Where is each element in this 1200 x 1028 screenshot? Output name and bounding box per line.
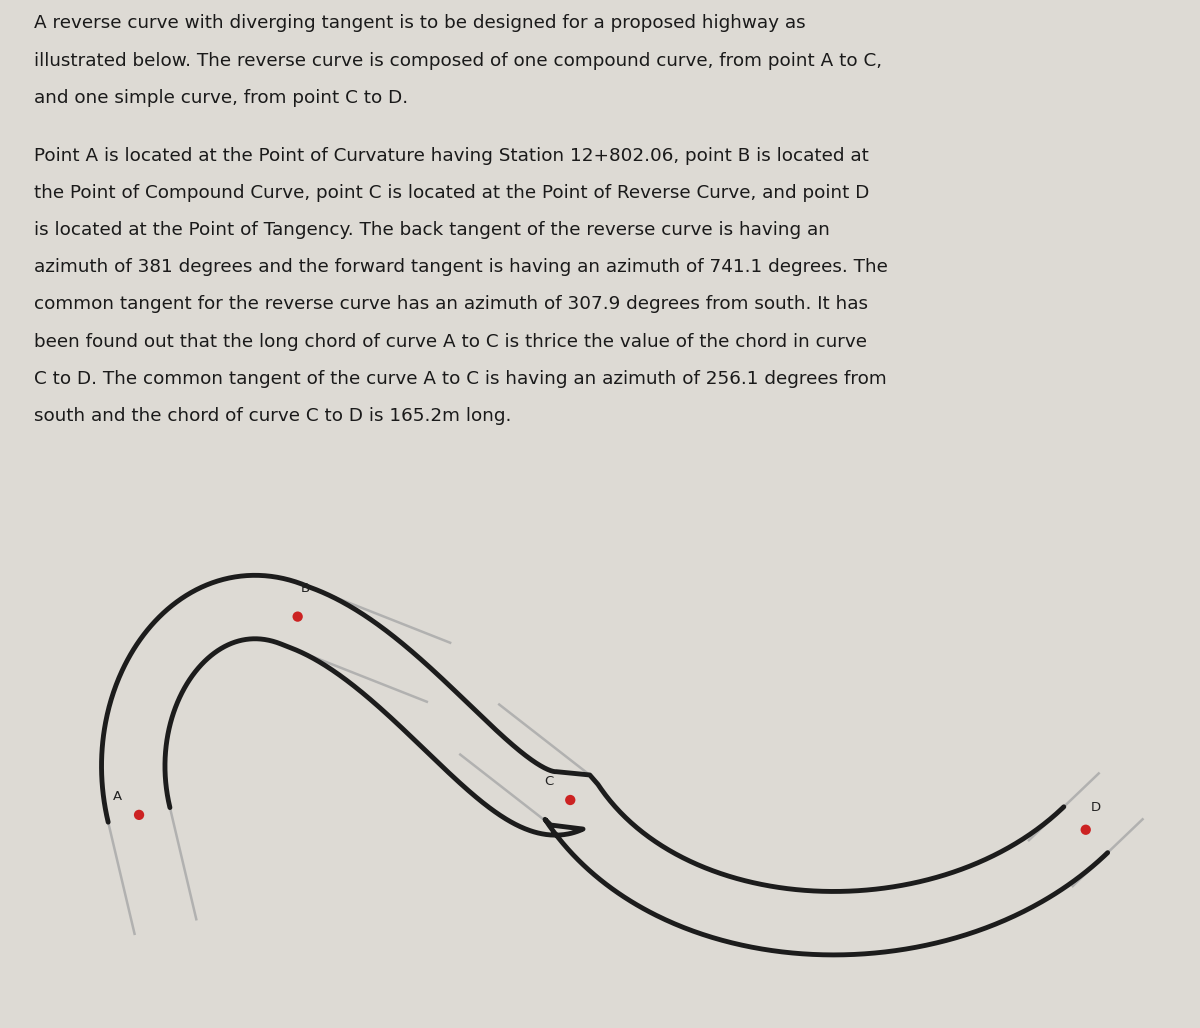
- Text: Point A is located at the Point of Curvature having Station 12+802.06, point B i: Point A is located at the Point of Curva…: [34, 147, 869, 164]
- Point: [560, 792, 580, 808]
- Point: [288, 609, 307, 625]
- Text: azimuth of 381 degrees and the forward tangent is having an azimuth of 741.1 deg: azimuth of 381 degrees and the forward t…: [34, 258, 888, 277]
- Point: [1076, 821, 1096, 838]
- Text: B: B: [301, 582, 310, 595]
- Text: A reverse curve with diverging tangent is to be designed for a proposed highway : A reverse curve with diverging tangent i…: [34, 14, 805, 33]
- Text: the Point of Compound Curve, point C is located at the Point of Reverse Curve, a: the Point of Compound Curve, point C is …: [34, 184, 869, 201]
- Text: is located at the Point of Tangency. The back tangent of the reverse curve is ha: is located at the Point of Tangency. The…: [34, 221, 829, 238]
- Text: and one simple curve, from point C to D.: and one simple curve, from point C to D.: [34, 88, 408, 107]
- Text: south and the chord of curve C to D is 165.2m long.: south and the chord of curve C to D is 1…: [34, 407, 511, 425]
- Text: A: A: [113, 790, 122, 803]
- Point: [130, 807, 149, 823]
- Text: C to D. The common tangent of the curve A to C is having an azimuth of 256.1 deg: C to D. The common tangent of the curve …: [34, 370, 887, 388]
- Text: common tangent for the reverse curve has an azimuth of 307.9 degrees from south.: common tangent for the reverse curve has…: [34, 295, 868, 314]
- Text: C: C: [544, 775, 553, 788]
- Text: D: D: [1091, 801, 1100, 814]
- Text: illustrated below. The reverse curve is composed of one compound curve, from poi: illustrated below. The reverse curve is …: [34, 51, 882, 70]
- Text: been found out that the long chord of curve A to C is thrice the value of the ch: been found out that the long chord of cu…: [34, 333, 866, 351]
